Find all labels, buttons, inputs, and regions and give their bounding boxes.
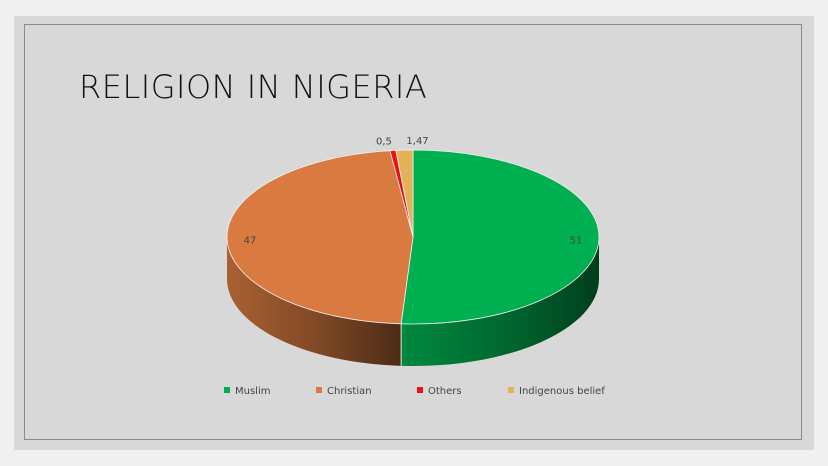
chart-title: RELIGION IN NIGERIA xyxy=(79,68,428,106)
pie-sides xyxy=(227,237,599,366)
slide: RELIGION IN NIGERIA 51 47 0,5 1,47 Muslim C… xyxy=(14,16,814,450)
legend-item-muslim: Muslim xyxy=(224,386,270,397)
legend-label: Muslim xyxy=(235,386,271,397)
pie-chart: 51 47 0,5 1,47 xyxy=(226,136,600,366)
slide-frame xyxy=(24,24,802,440)
legend-swatch xyxy=(508,387,514,393)
pie-slice-christian xyxy=(226,150,414,325)
legend-label: Others xyxy=(428,386,462,397)
legend-label: Christian xyxy=(327,386,372,397)
pie-slice-muslim xyxy=(400,149,600,325)
legend: Muslim Christian Others Indigenous belie… xyxy=(14,386,814,402)
legend-swatch xyxy=(417,387,423,393)
legend-swatch xyxy=(224,387,230,393)
data-labels: 51 47 0,5 1,47 xyxy=(244,136,583,246)
legend-item-christian: Christian xyxy=(316,386,372,397)
pie-top xyxy=(226,149,600,325)
legend-item-others: Others xyxy=(417,386,462,397)
data-label-muslim: 51 xyxy=(570,236,583,247)
pie-side-muslim xyxy=(401,237,599,366)
pie-slice-indigenous-belief xyxy=(395,149,414,238)
legend-label: Indigenous belief xyxy=(519,386,605,397)
data-label-indigenous-belief: 1,47 xyxy=(406,136,428,147)
legend-swatch xyxy=(316,387,322,393)
legend-item-indigenous-belief: Indigenous belief xyxy=(508,386,605,397)
pie-side-christian xyxy=(227,237,402,366)
data-label-others: 0,5 xyxy=(376,137,392,148)
data-label-christian: 47 xyxy=(244,235,257,246)
